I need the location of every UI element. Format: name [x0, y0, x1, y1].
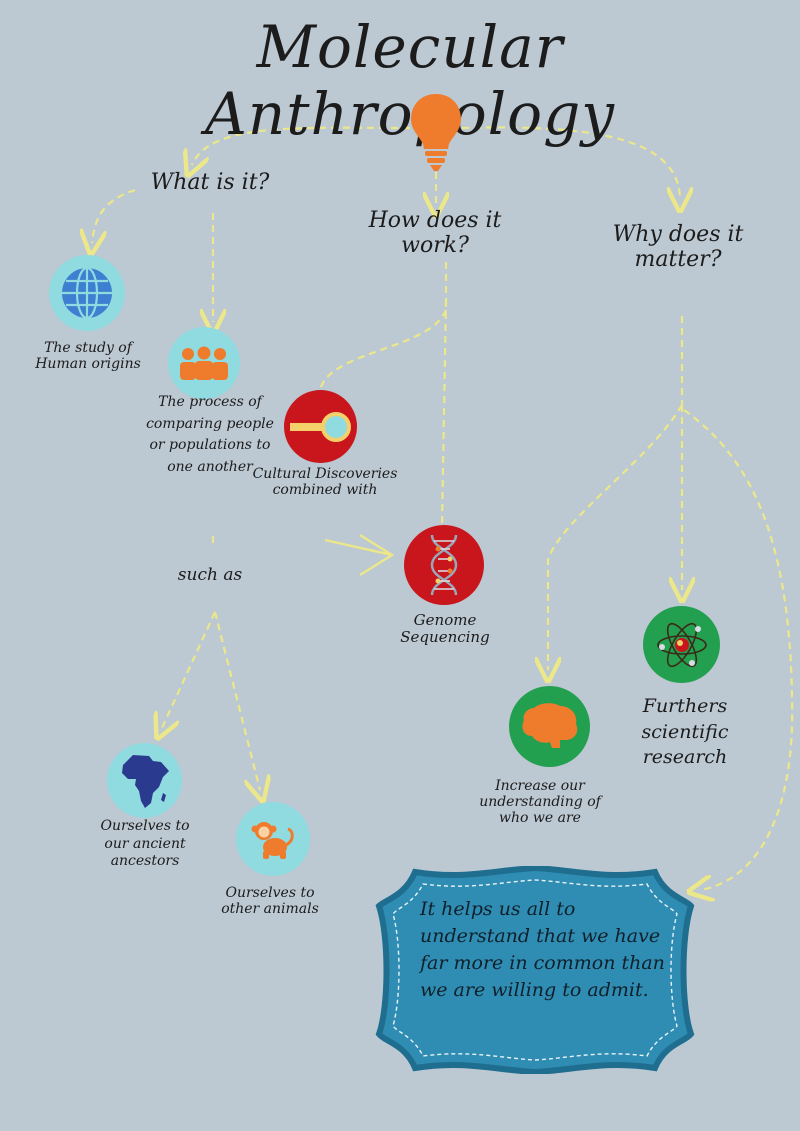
connector-how-genome [440, 299, 448, 527]
magnifier-icon [289, 411, 351, 442]
question-what: What is it? [150, 170, 270, 195]
conclusion-banner [375, 866, 695, 1074]
africa-circle [107, 743, 182, 818]
magnifier-circle [284, 390, 357, 463]
label-furthers: Furthers scientific research [641, 695, 729, 769]
conclusion-text: It helps us all to understand that we ha… [420, 898, 665, 1001]
label-cultural: Cultural Discoveries combined with [252, 466, 398, 499]
label-increase: Increase our understanding of who we are [479, 778, 601, 827]
dna-circle [404, 525, 484, 605]
connector-why-increase [548, 404, 683, 670]
label-process: The process of comparing people or popul… [146, 394, 274, 476]
connector-suchas-ancestors [162, 611, 217, 728]
connector-what-globe [92, 188, 136, 243]
label-animals: Ourselves to other animals [221, 885, 319, 918]
people-circle [168, 327, 240, 399]
connector-cultural-genome [324, 538, 393, 557]
monkey-icon [251, 822, 294, 859]
connector-bulb-why [461, 126, 680, 200]
brain-circle [509, 686, 590, 767]
label-such-as: such as [177, 565, 243, 585]
connector-how-cultural [318, 262, 448, 391]
monkey-circle [236, 802, 310, 876]
africa-map-icon [121, 754, 169, 808]
connector-suchas-animals [213, 611, 260, 790]
people-icon [180, 346, 228, 380]
atom-icon [656, 622, 707, 667]
globe-icon [62, 266, 112, 320]
label-ancestors: Ourselves to our ancient ancestors [100, 818, 190, 869]
label-genome: Genome Sequencing [400, 611, 490, 647]
globe-circle [49, 255, 125, 331]
connector-why-banner [683, 409, 794, 890]
brain-icon [521, 702, 577, 748]
label-study: The study of Human origins [35, 340, 141, 373]
question-how: How does it work? [368, 208, 502, 259]
atom-circle [643, 606, 720, 683]
page-title: Molecular Anthropology [205, 13, 615, 148]
connector-bulb-what [192, 126, 411, 165]
question-why: Why does it matter? [612, 222, 744, 273]
lightbulb-icon [411, 94, 461, 171]
dna-icon [430, 534, 458, 596]
